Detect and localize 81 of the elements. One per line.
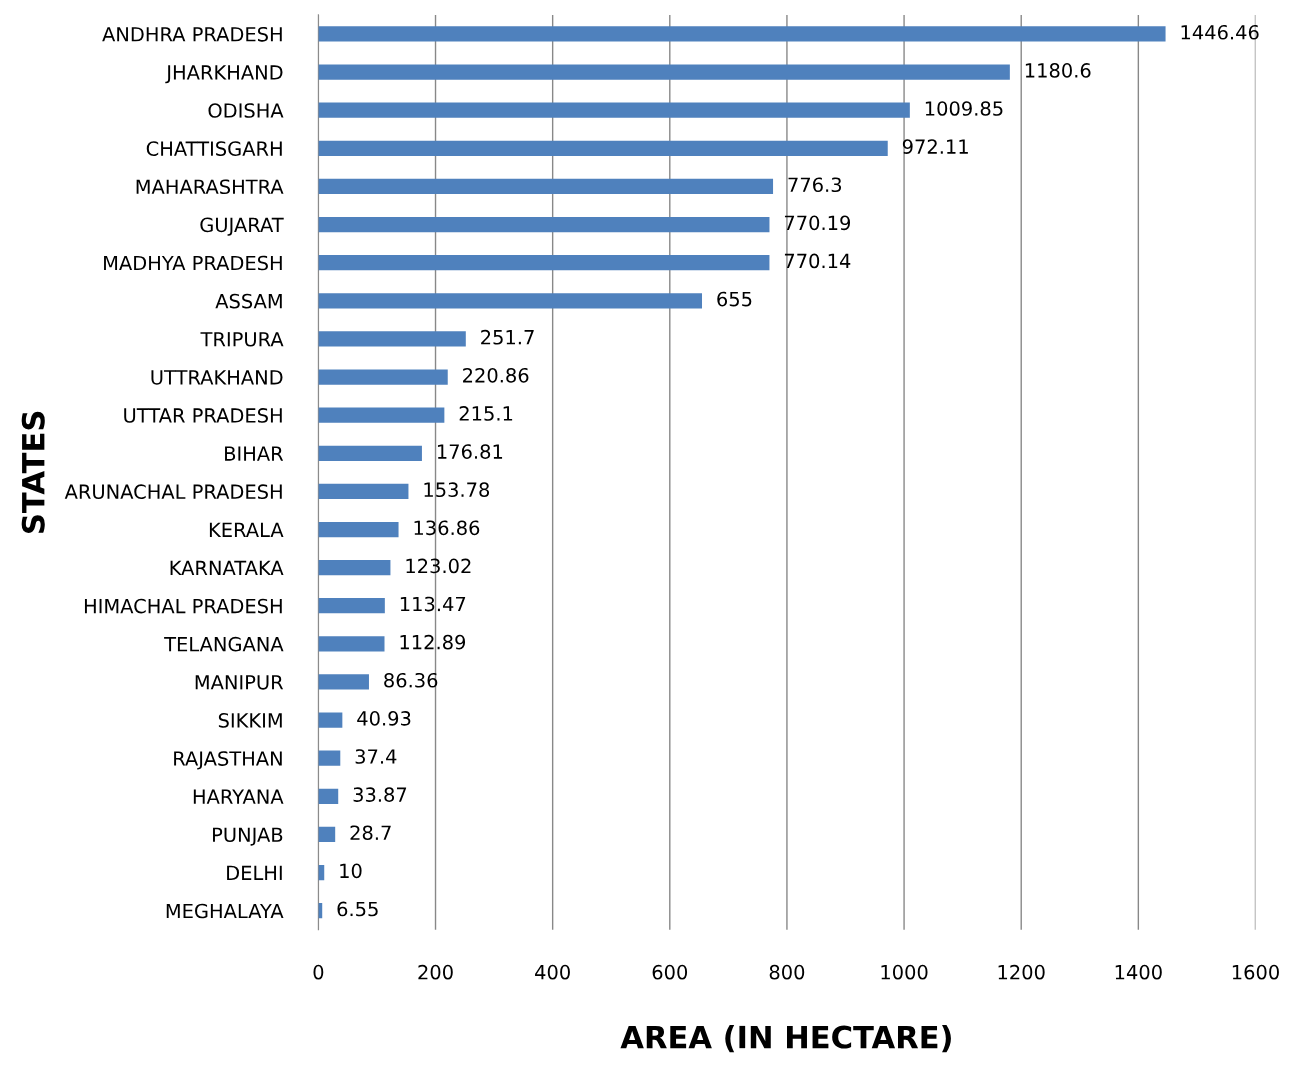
y-tick-label: ODISHA [208, 103, 284, 118]
y-tick-label: HARYANA [193, 789, 284, 804]
y-tick-label: CHATTISGARH [146, 141, 282, 156]
data-label: 770.14 [784, 253, 851, 269]
bar [318, 293, 703, 309]
data-label: 136.86 [414, 520, 480, 536]
bar [318, 178, 774, 195]
y-tick-label: ARUNACHAL PRADESH [64, 484, 282, 500]
data-label: 220.86 [463, 367, 529, 383]
y-tick-label: ANDHRA PRADESH [102, 26, 282, 42]
data-label: 113.47 [400, 596, 466, 612]
bar [318, 140, 888, 156]
bar [318, 216, 770, 233]
y-tick-label: ASSAM [215, 293, 282, 309]
y-tick-label: MADHYA PRADESH [104, 255, 282, 271]
data-label: 40.93 [357, 711, 411, 726]
data-label: 123.02 [406, 558, 471, 574]
data-label: 251.7 [481, 329, 534, 345]
bar [318, 407, 445, 423]
y-tick-label: RAJASTHAN [174, 751, 282, 770]
x-tick-label: 600 [652, 964, 688, 980]
x-tick-label: 0 [313, 964, 324, 980]
data-label: 776.3 [788, 177, 842, 193]
y-tick-label: GUJARAT [200, 217, 284, 236]
y-tick-label: MEGHALAYA [166, 903, 284, 919]
bar [318, 64, 1010, 80]
data-label: 33.87 [353, 787, 407, 802]
bar [318, 674, 369, 690]
y-tick-label: KERALA [209, 522, 284, 537]
x-tick-label: 400 [535, 964, 570, 980]
y-tick-label: KARNATAKA [170, 560, 284, 576]
y-tick-label: TELANGANA [164, 636, 284, 652]
bar [318, 788, 339, 804]
bar [318, 560, 391, 576]
bar [318, 102, 910, 118]
bar [318, 521, 399, 538]
x-tick-label: 1200 [998, 964, 1045, 980]
x-tick-label: 1600 [1232, 964, 1279, 980]
data-label: 1009.85 [925, 101, 1003, 116]
y-tick-label: PUNJAB [213, 827, 283, 846]
bar [318, 636, 385, 652]
y-axis-title: STATES [21, 411, 45, 533]
y-tick-label: BIHAR [225, 446, 284, 461]
bar [318, 255, 770, 271]
data-label: 655 [717, 291, 752, 307]
data-label: 176.81 [437, 444, 503, 459]
bar [318, 331, 466, 347]
x-axis-title: AREA (IN HECTARE) [620, 1024, 951, 1053]
y-tick-label: UTTAR PRADESH [124, 408, 282, 423]
bar [318, 750, 341, 766]
y-tick-label: MANIPUR [195, 675, 284, 690]
data-label: 10 [340, 863, 362, 879]
y-tick-label: SIKKIM [218, 713, 282, 728]
data-label: 1180.6 [1025, 63, 1091, 78]
y-tick-label: MAHARASHTRA [136, 179, 284, 195]
x-tick-label: 800 [769, 964, 805, 980]
bar [318, 26, 1166, 42]
x-tick-label: 1400 [1115, 964, 1162, 980]
data-label: 153.78 [424, 482, 490, 498]
x-tick-label: 200 [418, 964, 453, 980]
x-tick-label: 1000 [881, 964, 928, 980]
y-tick-label: UTTRAKHAND [151, 370, 283, 385]
data-label: 215.1 [459, 406, 513, 421]
bar [318, 598, 385, 614]
data-label: 86.36 [384, 672, 438, 688]
data-label: 6.55 [337, 901, 378, 917]
bar [318, 369, 448, 385]
bar [318, 712, 343, 728]
bar [318, 826, 336, 843]
bar [318, 483, 409, 500]
data-label: 28.7 [350, 825, 391, 841]
bar [318, 445, 422, 461]
data-label: 112.89 [400, 634, 466, 650]
data-label: 972.11 [902, 139, 968, 154]
data-label: 37.4 [355, 749, 397, 764]
data-label: 1446.46 [1181, 24, 1259, 40]
y-tick-label: TRIPURA [200, 332, 284, 347]
y-tick-label: JHARKHAND [165, 65, 283, 84]
y-tick-label: HIMACHAL PRADESH [84, 598, 282, 614]
y-tick-label: DELHI [227, 865, 282, 880]
data-label: 770.19 [784, 215, 851, 231]
